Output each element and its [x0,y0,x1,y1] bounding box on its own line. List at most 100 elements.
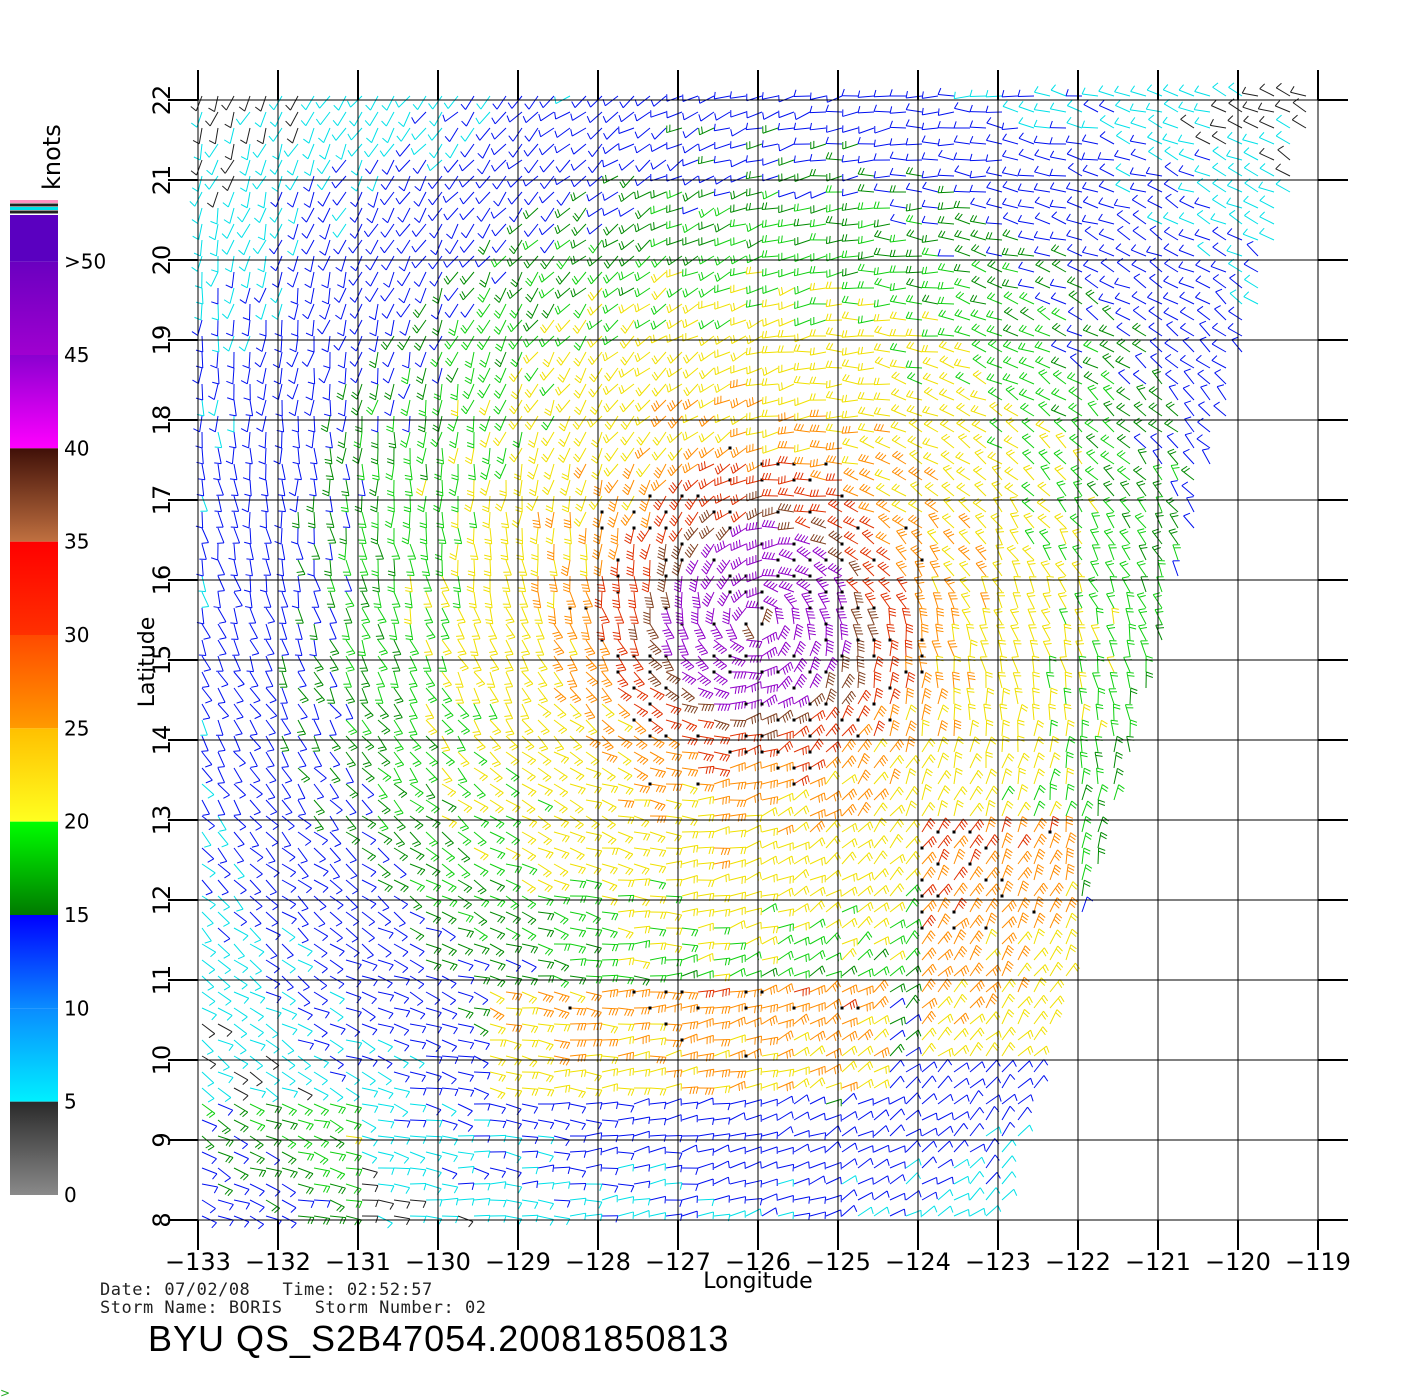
wind-barb [218,1120,230,1134]
wind-barb [473,704,481,719]
wind-barb [650,1147,665,1154]
wind-barb [442,1024,457,1034]
wind-barb [617,671,629,687]
wind-barb [490,1120,506,1128]
legend-label: 25 [64,716,89,740]
wind-barb [666,1070,682,1078]
wind-barb [250,1120,265,1131]
wind-barb [922,1177,937,1184]
wind-barb [474,864,488,876]
wind-barb [746,1147,761,1154]
wind-barb [538,800,553,812]
wind-barb [362,1088,378,1097]
wind-barb [682,1102,698,1109]
wind-barb [1001,865,1014,881]
wind-barb [730,1050,745,1059]
wind-barb [378,736,387,751]
wind-barb [648,671,661,687]
wind-barb [922,688,931,704]
wind-barb [282,960,295,973]
wind-barb [921,915,936,929]
wind-barb [458,800,472,813]
wind-barb [794,1112,809,1120]
wind-barb [458,656,468,671]
wind-barb [762,1132,777,1139]
wind-barb [970,883,984,896]
wind-barb [442,800,456,812]
wind-barb [794,886,809,896]
wind-barb [906,1110,921,1120]
wind-barb [954,946,967,960]
wind-barb [426,768,437,783]
wind-barb [730,907,745,915]
wind-barb [569,640,577,655]
wind-barb [794,988,809,997]
wind-barb [938,800,948,816]
wind-barb [618,1152,634,1160]
wind-barb [986,1106,999,1120]
wind-barb [938,1027,952,1040]
wind-barb [582,607,591,624]
wind-barb [986,1155,999,1168]
wind-barb [442,704,453,719]
wind-barb [778,1180,793,1187]
wind-barb [794,746,809,755]
wind-barb [858,1158,873,1168]
wind-barb [1002,1010,1014,1024]
wind-barb [346,704,353,719]
wind-barb [826,902,841,912]
wind-barb [826,640,834,656]
wind-barb [968,656,975,672]
wind-barb [730,1147,745,1154]
wind-barb [730,1100,746,1107]
wind-barb [874,996,888,1008]
wind-barb [295,640,302,656]
wind-barb [314,992,328,1005]
wind-barb [874,1159,889,1168]
wind-barb [378,1104,394,1113]
legend-swatch-2 [10,355,58,448]
wind-barb [874,706,886,720]
wind-barb [506,1040,521,1050]
wind-barb [218,816,226,831]
wind-barb [1050,865,1061,880]
wind-barb [778,909,794,917]
wind-barb [970,931,983,944]
wind-barb [602,704,614,718]
wind-barb [986,688,994,704]
wind-barb [666,768,682,777]
wind-barb [601,688,611,703]
wind-barb [234,800,241,815]
wind-barb [922,769,933,784]
wind-barb [890,720,900,736]
wind-barb [1034,737,1045,752]
wind-barb [314,816,324,831]
wind-barb [314,1040,329,1050]
wind-barb [250,896,262,910]
wind-barb [650,832,665,843]
wind-barb [266,832,278,846]
wind-barb [522,1088,538,1096]
wind-barb [426,848,439,861]
wind-barb [794,1213,810,1220]
wind-barb [649,703,663,718]
wind-barb [826,1141,841,1152]
wind-barb [282,944,293,958]
wind-barb [730,968,745,976]
wind-barb [458,1088,474,1097]
wind-barb [506,1024,522,1032]
wind-barb [698,1163,713,1170]
wind-barb [966,624,974,640]
wind-barb [682,832,698,839]
wind-barb [948,641,957,656]
wind-barb [938,1048,953,1056]
wind-barb [698,862,714,869]
wind-barb [442,992,456,1005]
wind-barb [842,938,857,946]
wind-barb [522,1200,538,1209]
wind-barb [794,1178,809,1185]
wind-barb [682,672,696,685]
wind-barb [234,896,243,911]
wind-barb [922,1043,936,1056]
wind-barb [394,816,405,830]
